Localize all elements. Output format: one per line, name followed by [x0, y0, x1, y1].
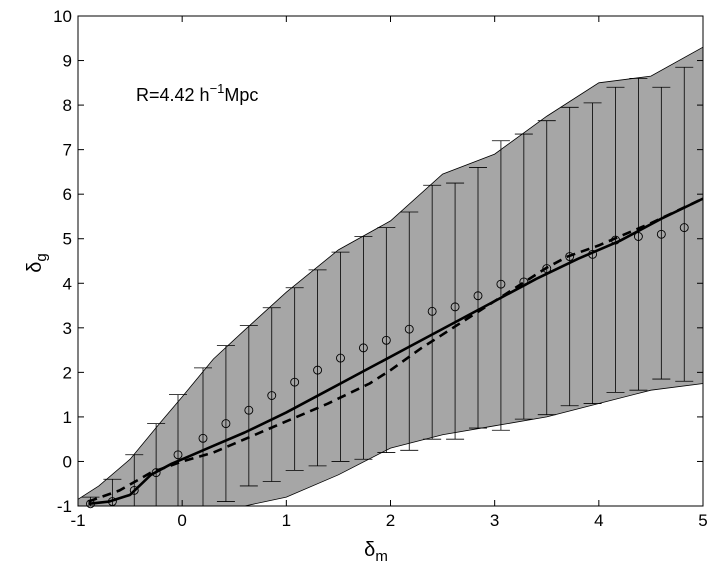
- y-tick-label: 6: [63, 185, 72, 204]
- data-points-layer: [86, 223, 689, 509]
- data-point: [173, 450, 183, 460]
- data-point: [221, 419, 231, 429]
- y-tick-label: -1: [57, 497, 72, 516]
- x-tick-label: 1: [282, 511, 291, 530]
- data-point: [473, 291, 483, 301]
- y-tick-label: 5: [63, 230, 72, 249]
- data-point: [633, 232, 643, 241]
- annotation-unit: Mpc: [224, 85, 258, 105]
- radius-annotation: R=4.42 h−1Mpc: [136, 81, 258, 105]
- x-axis-label-main: δ: [364, 539, 375, 561]
- x-tick-label: -1: [70, 511, 85, 530]
- annotation-text: R=4.42 h: [136, 85, 210, 105]
- y-axis-label: δg: [24, 253, 50, 272]
- data-point: [244, 405, 254, 415]
- data-point: [427, 306, 437, 316]
- y-tick-label: 3: [63, 319, 72, 338]
- data-point: [151, 468, 161, 478]
- data-point: [450, 302, 460, 312]
- axis-ticks-layer: -1 0 1 2 3 4 5 -1 0 1 2 3 4 5 6 7 8 9 10: [53, 7, 708, 530]
- data-point: [588, 249, 598, 259]
- x-tick-label: 4: [594, 511, 603, 530]
- solid-line-series: [88, 197, 704, 506]
- y-tick-label: 7: [63, 141, 72, 160]
- annotation-superscript: −1: [210, 81, 225, 96]
- data-point: [565, 252, 575, 261]
- data-point: [496, 279, 506, 289]
- data-point: [267, 391, 277, 400]
- data-point: [611, 235, 620, 245]
- x-tick-label: 0: [177, 511, 186, 530]
- y-tick-label: 2: [63, 363, 72, 382]
- y-tick-label: 4: [63, 274, 72, 293]
- data-point: [86, 499, 95, 509]
- data-point: [129, 485, 139, 495]
- error-bars-layer: [81, 66, 694, 506]
- x-axis-label: δm: [364, 539, 388, 565]
- data-point: [542, 264, 552, 274]
- y-tick-label: 0: [63, 452, 72, 471]
- data-point: [198, 433, 208, 443]
- data-point: [358, 343, 368, 353]
- data-point: [313, 365, 323, 375]
- x-tick-label: 3: [490, 511, 499, 530]
- x-tick-label: 2: [386, 511, 395, 530]
- y-axis-label-main: δ: [24, 262, 46, 273]
- data-point: [381, 335, 391, 345]
- data-point: [336, 353, 345, 363]
- model-lines-layer: [87, 197, 704, 506]
- y-tick-label: 9: [63, 52, 72, 71]
- data-point: [656, 229, 666, 239]
- dashed-line-series: [87, 197, 704, 503]
- y-tick-label: 1: [63, 408, 72, 427]
- x-tick-label: 5: [698, 511, 707, 530]
- shaded-band-layer: [77, 46, 704, 507]
- data-point: [404, 324, 414, 334]
- confidence-band: [77, 46, 704, 507]
- x-axis-label-subscript: m: [375, 548, 388, 565]
- data-point: [519, 277, 529, 287]
- data-point: [290, 377, 300, 387]
- y-axis-label-subscript: g: [33, 253, 50, 261]
- data-point: [679, 223, 689, 233]
- y-tick-label: 10: [53, 7, 72, 26]
- y-tick-label: 8: [63, 96, 72, 115]
